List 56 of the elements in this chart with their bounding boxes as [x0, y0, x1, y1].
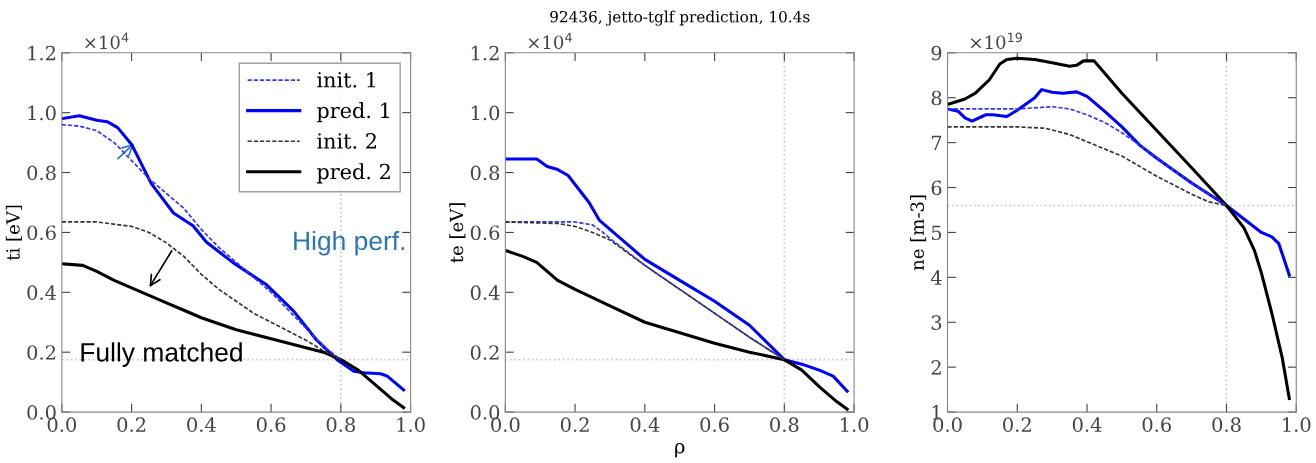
- text: ×10$^{19}$: [970, 32, 1022, 50]
- y-tick-label: 3: [931, 315, 942, 330]
- y-tick-label: 1.2: [471, 45, 499, 61]
- x-tick-label: 1.0: [397, 417, 425, 432]
- annotation: Fully matched: [81, 342, 242, 367]
- x-tick-label: 0.6: [700, 417, 729, 432]
- y-tick-label: 0.4: [27, 285, 57, 300]
- y-axis-title: ti [eV]: [5, 205, 22, 261]
- x-tick-label: 0.8: [326, 417, 355, 432]
- legend-label: init. 2: [317, 133, 376, 149]
- x-tick-label: 0.4: [187, 417, 216, 432]
- x-tick-label: 0.2: [560, 417, 589, 432]
- x-tick-label: 0.8: [1212, 417, 1241, 432]
- y-axis-title: te [eV]: [449, 203, 466, 263]
- annotation: High perf.: [294, 230, 405, 256]
- x-tick-label: 1.0: [841, 417, 869, 432]
- y-tick-label: 0.8: [470, 165, 500, 181]
- x-tick-label: 0.4: [630, 417, 660, 432]
- y-tick-label: 9: [931, 45, 942, 61]
- x-tick-label: 0.2: [1003, 417, 1031, 432]
- y-tick-label: 5: [931, 225, 942, 241]
- line-series: [947, 105, 1228, 207]
- line-series: [505, 157, 849, 393]
- line-series: [505, 248, 849, 411]
- y-tick-label: 2: [931, 360, 941, 375]
- legend-label: pred. 2: [316, 163, 390, 184]
- legend-label: init. 1: [317, 71, 376, 88]
- line-series: [947, 126, 1228, 207]
- line-series: [505, 221, 786, 361]
- chart-title: 92436, jetto-tglf prediction, 10.4s: [550, 10, 810, 26]
- y-tick-label: 7: [931, 135, 942, 150]
- line-series: [947, 56, 1291, 401]
- x-tick-label: 0.6: [1142, 417, 1171, 432]
- x-tick-label: 0.4: [1072, 417, 1102, 432]
- y-axis-title: ne [m-3]: [910, 195, 927, 271]
- x-axis-title: ρ: [675, 442, 685, 458]
- y-tick-label: 6: [931, 180, 942, 196]
- text: ×10$^{4}$: [85, 32, 129, 50]
- y-tick-label: 0.2: [470, 345, 499, 360]
- y-tick-label: 8: [931, 90, 942, 106]
- y-tick-label: 0.2: [27, 345, 56, 360]
- x-tick-label: 0.8: [770, 417, 799, 432]
- x-tick-label: 0.6: [256, 417, 286, 432]
- y-tick-label: 0.8: [27, 165, 56, 181]
- y-tick-label: 0.6: [27, 225, 56, 241]
- legend-label: pred. 1: [316, 102, 389, 123]
- y-tick-label: 1.2: [28, 45, 56, 61]
- y-tick-label: 0.4: [470, 285, 500, 300]
- text: ×10$^{4}$: [528, 32, 572, 50]
- y-tick-label: 4: [930, 270, 942, 285]
- x-tick-label: 1.0: [1283, 417, 1311, 432]
- y-tick-label: 1.0: [471, 105, 500, 121]
- y-tick-label: 0.6: [470, 225, 500, 241]
- line-series: [61, 262, 406, 410]
- y-tick-label: 1.0: [28, 105, 56, 121]
- x-tick-label: 0.2: [117, 417, 146, 432]
